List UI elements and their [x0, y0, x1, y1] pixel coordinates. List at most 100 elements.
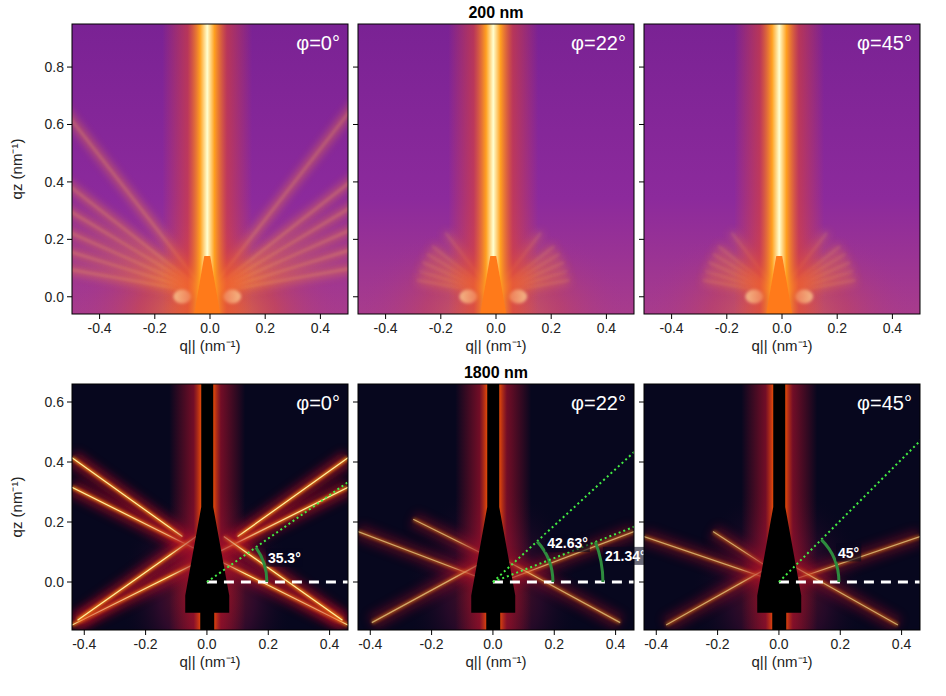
y-tick: [639, 402, 644, 403]
y-tick: [639, 181, 644, 182]
label-patch: [603, 547, 648, 565]
y-tick: [353, 402, 358, 403]
plot-frame: [72, 384, 348, 630]
beamstop-shadow: [194, 256, 220, 314]
y-tick-label: 0.0: [45, 574, 65, 590]
beamstop: [757, 384, 801, 630]
x-tick: [840, 630, 841, 635]
specular-rod: [162, 24, 252, 314]
plot-frame: [644, 24, 920, 314]
x-tick-label: -0.4: [88, 320, 112, 336]
x-axis-title: q|| (nm⁻¹): [179, 337, 240, 354]
x-axis-title: q|| (nm⁻¹): [179, 653, 240, 670]
y-tick-label: 0.0: [45, 289, 65, 305]
x-tick-label: -0.4: [660, 320, 684, 336]
y-tick: [353, 296, 358, 297]
image-background: [72, 384, 348, 630]
x-tick: [385, 314, 386, 319]
x-tick-label: -0.2: [706, 636, 730, 652]
angle-line: [493, 431, 634, 582]
x-tick-label: 0.4: [320, 636, 340, 652]
specular-rod: [448, 24, 538, 314]
specular-rod: [455, 384, 531, 630]
y-tick: [67, 462, 72, 463]
x-tick: [778, 630, 779, 635]
specular-rod: [734, 24, 824, 314]
x-axis-title: q|| (nm⁻¹): [465, 653, 526, 670]
panel-label: φ=45°: [857, 32, 912, 54]
angle-line: [493, 384, 634, 582]
x-tick-label: 0.2: [255, 320, 275, 336]
panel-label: φ=22°: [571, 32, 626, 54]
diffuse-streak: [238, 458, 348, 537]
x-tick-label: -0.2: [715, 320, 739, 336]
y-tick: [353, 239, 358, 240]
y-tick-label: 0.8: [45, 59, 65, 75]
angle-arc: [256, 547, 267, 582]
y-tick: [67, 124, 72, 125]
plot-frame: [358, 384, 634, 630]
y-tick: [67, 67, 72, 68]
x-tick-label: -0.2: [134, 636, 158, 652]
x-tick: [154, 314, 155, 319]
y-tick: [639, 462, 644, 463]
x-tick: [492, 630, 493, 635]
x-tick: [496, 314, 497, 319]
x-tick: [440, 314, 441, 319]
plot-frame: [644, 384, 920, 630]
x-tick: [84, 630, 85, 635]
x-tick: [551, 314, 552, 319]
x-tick: [717, 630, 718, 635]
y-tick: [639, 239, 644, 240]
label-patch: [266, 549, 303, 567]
x-tick-label: 0.0: [483, 636, 503, 652]
image-background: [358, 384, 634, 630]
plot-area: [72, 384, 348, 630]
y-tick: [67, 239, 72, 240]
x-tick: [320, 314, 321, 319]
y-tick: [353, 67, 358, 68]
angle-line: [779, 384, 920, 582]
x-tick-label: 0.4: [883, 320, 903, 336]
plot-area: [358, 384, 634, 630]
y-tick-label: 0.2: [45, 231, 65, 247]
diffuse-streak: [72, 458, 182, 537]
panel-label: φ=0°: [296, 32, 340, 54]
plot-frame: [358, 24, 634, 314]
x-tick: [615, 630, 616, 635]
specular-rod: [741, 384, 817, 630]
x-tick: [265, 314, 266, 319]
reference-line: [207, 581, 348, 584]
x-tick-label: 0.2: [827, 320, 847, 336]
row-title: 1800 nm: [464, 364, 528, 381]
plot-area: [72, 24, 348, 314]
y-tick-label: 0.6: [45, 116, 65, 132]
specular-rod: [169, 384, 245, 630]
x-tick: [554, 630, 555, 635]
x-tick-label: 0.0: [769, 636, 789, 652]
x-tick: [329, 630, 330, 635]
y-tick: [353, 522, 358, 523]
x-tick: [268, 630, 269, 635]
x-tick-label: -0.2: [420, 636, 444, 652]
y-tick: [639, 67, 644, 68]
x-tick: [901, 630, 902, 635]
panel-label: φ=45°: [857, 392, 912, 414]
y-tick: [353, 582, 358, 583]
y-tick: [639, 582, 644, 583]
y-tick: [67, 181, 72, 182]
x-tick-label: 0.0: [486, 320, 506, 336]
plot-area: [358, 24, 634, 314]
x-tick-label: 0.4: [597, 320, 617, 336]
beamstop: [471, 384, 515, 630]
x-tick: [837, 314, 838, 319]
x-tick: [656, 630, 657, 635]
angle-arc: [595, 542, 603, 582]
angle-label: 21.34°: [605, 548, 646, 564]
x-tick: [782, 314, 783, 319]
x-tick: [210, 314, 211, 319]
y-tick-label: 0.6: [45, 394, 65, 410]
plot-area: [644, 24, 920, 314]
x-tick-label: -0.4: [644, 636, 668, 652]
figure: -0.4 -0.2 0.0 0.2 0.4 0.0 0.2 0.4 0.6 0.8 q|| (nm⁻…: [0, 0, 946, 696]
